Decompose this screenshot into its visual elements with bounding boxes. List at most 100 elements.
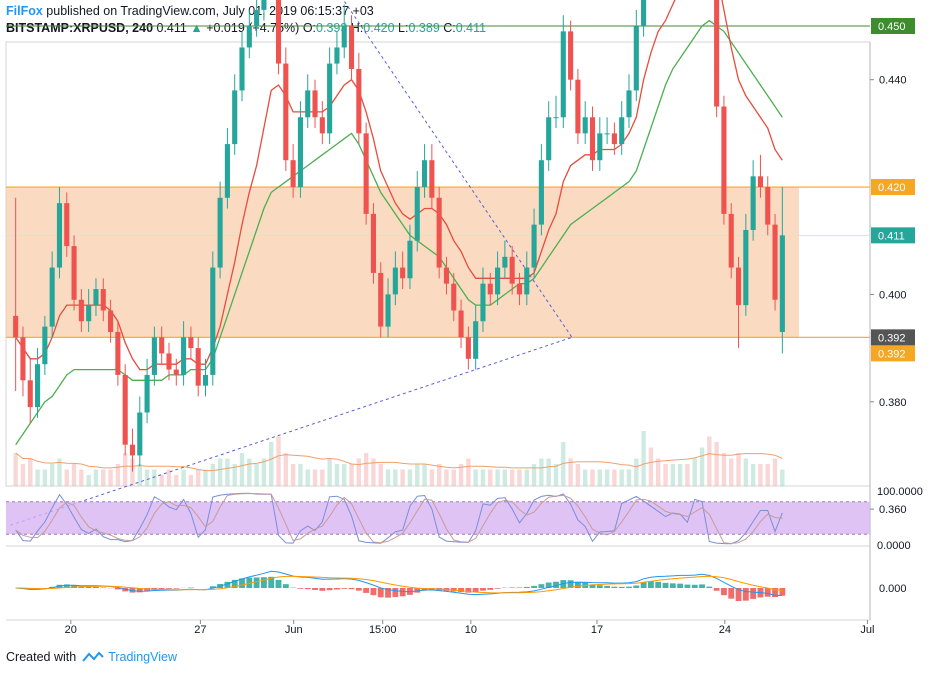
- candle-body: [589, 117, 596, 161]
- candle-body: [385, 294, 391, 327]
- volume-bar: [400, 469, 405, 486]
- macd-histogram-bar: [166, 588, 172, 589]
- macd-histogram-bar: [662, 582, 669, 588]
- volume-bar: [79, 469, 84, 486]
- candle-body: [604, 133, 610, 135]
- candle-body: [86, 305, 92, 322]
- level-tag-0.392: 0.392: [871, 345, 915, 362]
- candle-body: [56, 203, 63, 268]
- macd-histogram-bar: [224, 581, 231, 588]
- current-level-tag-text: 0.392: [878, 332, 906, 344]
- price-tick-label: 0.400: [879, 289, 907, 301]
- volume-bar: [539, 458, 544, 486]
- volume-bar: [707, 436, 712, 486]
- volume-bar: [772, 458, 778, 486]
- macd-histogram-bar: [465, 588, 472, 593]
- volume-bar: [35, 469, 40, 486]
- macd-histogram-bar: [458, 588, 464, 593]
- stochastic-k-line: [15, 492, 783, 545]
- macd-histogram-bar: [370, 588, 377, 596]
- volume-bar: [692, 458, 697, 486]
- volume-bar: [305, 469, 310, 486]
- candle-body: [633, 26, 639, 91]
- candle-body: [159, 337, 165, 354]
- candle-body: [575, 79, 581, 134]
- volume-bar: [546, 458, 551, 486]
- volume-bar: [721, 453, 727, 486]
- candles: [13, 0, 785, 472]
- macd-histogram-bar: [114, 588, 121, 590]
- candle-body: [144, 374, 150, 413]
- macd-histogram-bar: [545, 582, 552, 588]
- candle-body: [370, 213, 376, 273]
- time-tick-label: 10: [465, 624, 477, 636]
- volume-bar: [415, 464, 420, 486]
- volume-bar: [64, 469, 69, 486]
- symbol-label[interactable]: BITSTAMP:XRPUSD, 240: [6, 21, 154, 35]
- volume-bar: [524, 469, 529, 486]
- macd-histogram-bar: [677, 583, 684, 588]
- macd-histogram-bar: [728, 588, 735, 599]
- tradingview-logo-icon: [82, 651, 104, 662]
- macd-histogram-bar: [472, 588, 479, 592]
- volume-bar: [407, 469, 413, 486]
- candle-body: [188, 337, 194, 349]
- candle-body: [400, 267, 406, 279]
- macd-histogram-bar: [494, 588, 501, 589]
- time-tick-label: 24: [719, 624, 731, 636]
- volume-bar: [327, 458, 332, 486]
- macd-histogram-bar: [341, 588, 348, 589]
- macd-histogram-bar: [567, 580, 574, 588]
- macd-histogram-bar: [377, 588, 384, 598]
- candle-body: [538, 160, 544, 225]
- tradingview-link[interactable]: TradingView: [108, 650, 177, 664]
- volume-bar: [561, 442, 566, 486]
- author-name[interactable]: FilFox: [6, 4, 43, 18]
- volume-bar: [626, 469, 632, 486]
- macd-histogram-bar: [633, 585, 640, 588]
- last-price: 0.411: [156, 21, 187, 35]
- macd-signal-line: [15, 575, 783, 594]
- price-tick-label: 0.440: [879, 75, 907, 87]
- time-tick-label: 27: [194, 624, 206, 636]
- volume-bar: [568, 458, 573, 486]
- trendline-1: [10, 336, 573, 526]
- candle-body: [20, 337, 26, 381]
- volume-bar: [473, 469, 478, 486]
- candle-body: [487, 283, 493, 295]
- volume-bar: [634, 458, 639, 486]
- macd-histogram-bar: [574, 581, 581, 588]
- volume-bar: [436, 464, 442, 486]
- volume-bar: [363, 453, 369, 486]
- volume-bar: [20, 464, 26, 486]
- price-axis: 0.4800.4600.4400.4000.3800.360100.00000.…: [870, 75, 923, 595]
- volume-bar: [108, 469, 113, 486]
- volume-bar: [583, 469, 588, 486]
- volume-bar: [444, 469, 449, 486]
- macd-histogram-bar: [604, 585, 611, 588]
- slow-moving-average: [15, 19, 783, 446]
- macd-histogram-bar: [589, 584, 596, 588]
- volume-bar: [743, 458, 749, 486]
- volume-bar: [115, 464, 121, 486]
- time-tick-label: 20: [65, 624, 77, 636]
- candle-body: [597, 133, 603, 161]
- candle-body: [341, 26, 347, 48]
- candle-body: [217, 197, 223, 268]
- volume-bar: [93, 469, 99, 486]
- macd-histogram-bar: [355, 588, 362, 591]
- candle-body: [166, 353, 172, 370]
- publish-line: FilFox published on TradingView.com, Jul…: [6, 3, 926, 20]
- macd-histogram-bar: [392, 588, 399, 597]
- volume-bar: [13, 453, 18, 486]
- candle-body: [202, 374, 209, 386]
- volume-bar: [670, 464, 676, 486]
- candle-body: [531, 224, 537, 268]
- candle-body: [392, 267, 398, 295]
- volume-bar: [86, 475, 91, 486]
- volume-bar: [122, 453, 128, 486]
- macd-histogram-bar: [713, 588, 720, 591]
- candle-body: [195, 348, 201, 386]
- macd-histogram-bar: [655, 581, 662, 588]
